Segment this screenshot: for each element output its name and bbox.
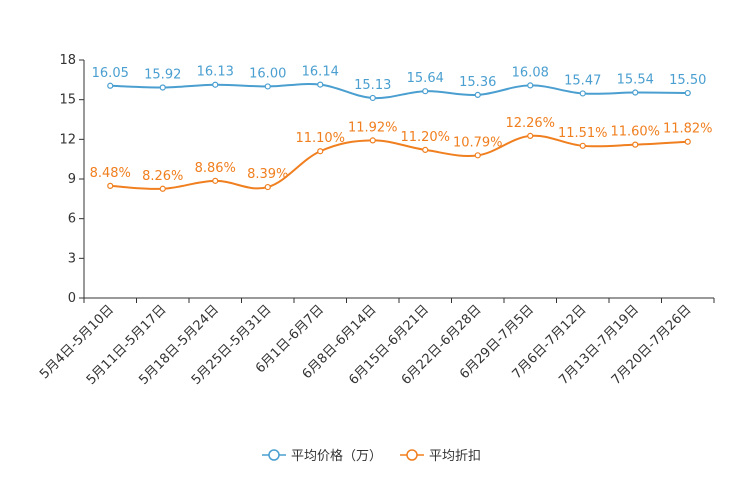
data-point[interactable] — [159, 84, 166, 91]
y-tick-label: 9 — [68, 172, 76, 187]
data-label: 8.39% — [247, 167, 288, 182]
data-label: 15.54 — [617, 73, 654, 88]
data-label: 10.79% — [453, 135, 503, 150]
data-label: 15.64 — [407, 71, 444, 86]
data-label: 8.86% — [195, 161, 236, 176]
data-label: 11.20% — [400, 130, 450, 145]
data-label: 8.48% — [90, 166, 131, 181]
data-label: 16.00 — [249, 66, 286, 81]
legend-marker-icon — [268, 449, 280, 461]
data-point[interactable] — [422, 88, 429, 95]
data-point[interactable] — [369, 137, 376, 144]
data-label: 15.50 — [669, 73, 706, 88]
data-label: 11.82% — [663, 122, 713, 137]
data-label: 11.60% — [610, 125, 660, 140]
series-line-avg-discount — [110, 134, 688, 190]
data-label: 8.26% — [142, 169, 183, 184]
data-label: 11.10% — [295, 131, 345, 146]
data-label: 15.36 — [459, 75, 496, 90]
data-label: 16.05 — [92, 66, 129, 81]
y-tick-label: 12 — [59, 132, 76, 147]
data-point[interactable] — [579, 142, 586, 149]
data-point[interactable] — [632, 141, 639, 148]
data-point[interactable] — [369, 94, 376, 102]
data-point[interactable] — [264, 83, 271, 90]
data-point[interactable] — [317, 148, 324, 155]
data-point[interactable] — [684, 138, 691, 145]
data-label: 12.26% — [505, 116, 555, 131]
data-label: 11.51% — [558, 126, 608, 141]
y-tick-label: 15 — [59, 93, 76, 108]
data-label: 15.13 — [354, 78, 391, 93]
y-tick-label: 3 — [68, 251, 76, 266]
data-point[interactable] — [159, 185, 166, 192]
data-label: 15.47 — [564, 73, 601, 88]
data-point[interactable] — [527, 132, 534, 139]
y-tick-label: 0 — [68, 291, 76, 306]
data-point[interactable] — [107, 182, 114, 189]
data-point[interactable] — [212, 81, 219, 88]
y-tick-label: 6 — [68, 212, 76, 227]
data-label: 15.92 — [144, 68, 181, 83]
data-point[interactable] — [212, 177, 219, 184]
data-label: 16.13 — [197, 65, 234, 80]
data-label: 11.92% — [348, 120, 398, 135]
data-point[interactable] — [474, 152, 481, 159]
data-point[interactable] — [632, 89, 639, 96]
data-point[interactable] — [422, 146, 429, 154]
data-point[interactable] — [527, 82, 534, 89]
legend-marker-icon — [406, 449, 418, 461]
data-point[interactable] — [579, 90, 586, 97]
series-line-avg-price — [110, 83, 688, 100]
data-point[interactable] — [317, 81, 324, 88]
legend-label: 平均价格（万） — [291, 448, 382, 464]
data-point[interactable] — [684, 89, 691, 97]
data-label: 16.08 — [512, 65, 549, 80]
data-point[interactable] — [264, 183, 271, 191]
y-tick-label: 18 — [59, 53, 76, 68]
legend-item-avg-price[interactable]: 平均价格（万） — [262, 448, 382, 464]
data-point[interactable] — [474, 91, 481, 99]
legend-item-avg-discount[interactable]: 平均折扣 — [400, 449, 481, 464]
data-point[interactable] — [107, 82, 114, 89]
data-label: 16.14 — [302, 65, 339, 80]
legend-label: 平均折扣 — [429, 449, 481, 464]
